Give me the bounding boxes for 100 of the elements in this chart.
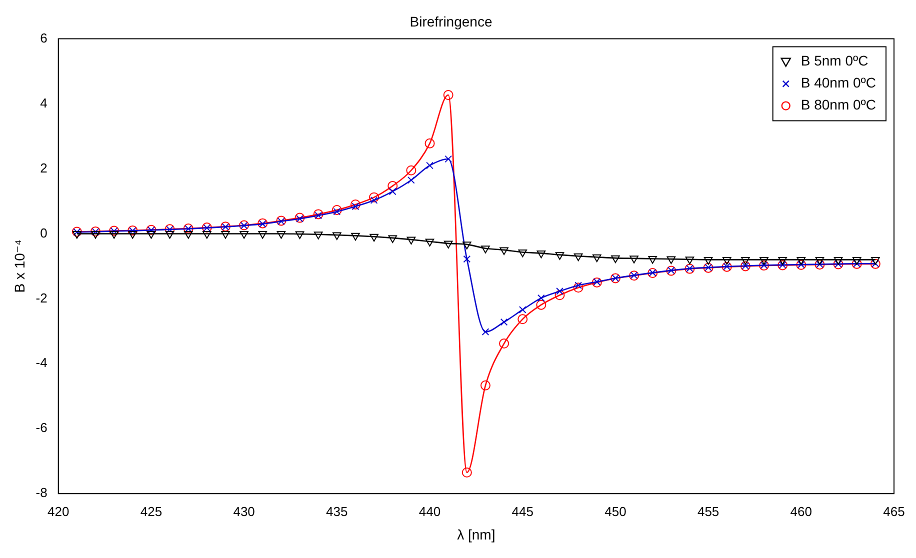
point xyxy=(128,230,138,239)
point xyxy=(536,300,546,310)
point xyxy=(554,290,565,300)
point xyxy=(648,256,657,264)
point xyxy=(815,256,824,265)
point xyxy=(463,255,471,263)
point xyxy=(426,162,434,170)
chart-title: Birefringence xyxy=(410,13,492,30)
point xyxy=(91,230,100,239)
point xyxy=(630,256,638,264)
point xyxy=(352,202,360,210)
point xyxy=(370,196,378,204)
point xyxy=(443,90,454,100)
x-tick-label: 450 xyxy=(604,504,626,519)
point xyxy=(704,256,713,265)
point xyxy=(537,294,545,302)
point xyxy=(592,254,602,262)
point xyxy=(314,232,323,240)
x-tick-label: 445 xyxy=(512,504,534,519)
point xyxy=(500,247,508,255)
point xyxy=(499,338,510,349)
y-tick-label: 4 xyxy=(40,95,48,110)
x-tick-label: 465 xyxy=(883,504,905,519)
point xyxy=(852,256,862,265)
point xyxy=(555,252,564,260)
x-tick-label: 430 xyxy=(233,504,255,519)
x-tick-label: 425 xyxy=(140,504,162,519)
point xyxy=(406,236,416,245)
point xyxy=(480,380,490,390)
x-tick-label: 435 xyxy=(326,504,348,519)
point xyxy=(573,282,584,293)
x-tick-label: 420 xyxy=(48,504,70,519)
point xyxy=(388,180,398,191)
point xyxy=(332,232,342,240)
point xyxy=(333,208,341,216)
y-tick-label: -2 xyxy=(36,290,48,306)
point xyxy=(444,240,453,248)
x-axis-title: λ [nm] xyxy=(457,526,496,542)
point xyxy=(332,205,342,215)
point xyxy=(666,256,676,264)
point xyxy=(388,188,396,196)
point xyxy=(685,256,694,264)
point xyxy=(295,231,304,240)
point xyxy=(444,155,452,163)
point xyxy=(369,192,380,202)
point xyxy=(221,230,230,239)
point xyxy=(574,253,583,262)
point xyxy=(351,232,360,241)
legend-label: B 80nm 0ºC xyxy=(800,96,876,113)
y-tick-label: 2 xyxy=(40,160,48,176)
legend-label: B 40nm 0ºC xyxy=(800,74,876,91)
y-axis-title: B x 10⁻⁴ xyxy=(11,240,28,293)
point xyxy=(296,215,304,222)
point xyxy=(796,256,806,265)
point xyxy=(482,328,490,336)
point xyxy=(760,256,768,265)
point xyxy=(240,230,248,239)
x-tick-label: 440 xyxy=(418,504,441,519)
point xyxy=(871,256,880,265)
legend-label: B 5nm 0ºC xyxy=(800,52,868,69)
point xyxy=(408,176,415,184)
y-tick-label: 6 xyxy=(40,30,48,46)
point xyxy=(146,230,156,239)
point xyxy=(536,250,546,258)
point xyxy=(462,242,472,250)
y-tick-label: -4 xyxy=(36,355,48,370)
point xyxy=(165,230,174,239)
point xyxy=(518,306,526,314)
point xyxy=(834,256,843,265)
x-tick-label: 460 xyxy=(790,504,812,519)
point xyxy=(258,230,268,239)
point xyxy=(518,314,528,324)
point xyxy=(184,230,193,239)
point xyxy=(202,230,212,239)
point xyxy=(72,230,82,239)
point xyxy=(110,230,118,239)
point xyxy=(406,165,416,176)
x-tick-label: 455 xyxy=(697,504,720,519)
point xyxy=(425,238,434,247)
point xyxy=(424,138,435,148)
point xyxy=(574,282,582,290)
point xyxy=(611,255,620,264)
y-tick-label: -8 xyxy=(36,485,48,500)
point xyxy=(741,256,750,265)
point xyxy=(276,230,286,239)
point xyxy=(722,256,732,265)
point xyxy=(388,235,398,243)
y-tick-label: 0 xyxy=(40,225,48,240)
point xyxy=(350,199,360,210)
point xyxy=(313,209,324,220)
point xyxy=(500,318,508,326)
point xyxy=(556,288,564,295)
y-tick-label: -6 xyxy=(36,420,48,436)
point xyxy=(462,467,472,478)
point xyxy=(481,246,490,254)
point xyxy=(294,212,305,223)
point xyxy=(314,212,322,220)
point xyxy=(518,249,527,258)
point xyxy=(370,234,378,242)
point xyxy=(778,256,787,265)
